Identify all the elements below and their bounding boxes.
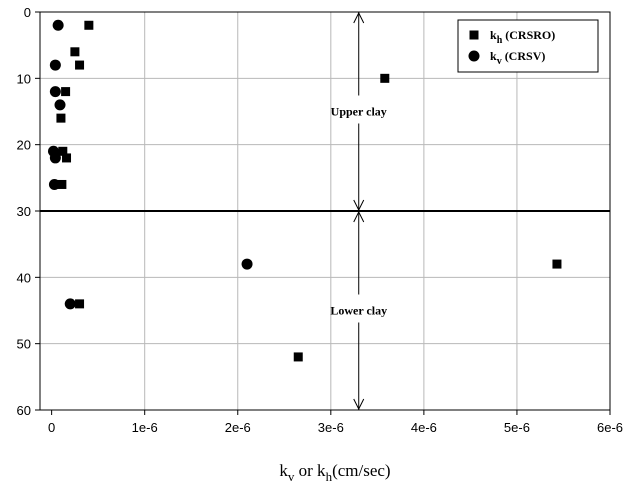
data-point-kh-crsro [62, 153, 72, 163]
x-tick-label: 6e-6 [597, 420, 623, 435]
y-tick-label: 20 [17, 138, 31, 153]
arrow-head [353, 199, 365, 212]
data-point-kh-crsro [61, 87, 71, 97]
data-point-kh-crsro [293, 352, 303, 362]
legend-label-rest: (CRSRO) [502, 28, 555, 42]
y-tick-label: 50 [17, 337, 31, 352]
x-axis-label-subscript-v: v [288, 469, 295, 484]
x-tick-label: 5e-6 [504, 420, 530, 435]
x-axis-label-unit: (cm/sec) [332, 461, 391, 480]
x-tick-label: 4e-6 [411, 420, 437, 435]
x-axis-label-or-k: or k [294, 461, 326, 480]
annotation-lower-clay: Lower clay [330, 210, 387, 411]
legend-label-subscript: v [497, 56, 502, 67]
data-point-kv-crsv [48, 178, 60, 190]
arrow-head [353, 11, 365, 24]
data-point-kh-crsro [84, 20, 94, 30]
y-tick-label: 30 [17, 204, 31, 219]
data-point-kh-crsro [56, 113, 66, 123]
legend-label-main: k [490, 28, 497, 42]
y-tick-label: 0 [24, 5, 31, 20]
data-point-kv-crsv [52, 19, 64, 31]
x-tick-label: 1e-6 [132, 420, 158, 435]
x-tick-label: 0 [48, 420, 55, 435]
data-point-kv-crsv [64, 298, 76, 310]
x-tick-label: 3e-6 [318, 420, 344, 435]
data-point-kv-crsv [49, 86, 61, 98]
marks-layer [47, 19, 562, 362]
legend-label-subscript: h [497, 35, 503, 46]
data-point-kh-crsro [380, 73, 390, 83]
annotation-layer: Upper clay Lower clay [40, 11, 610, 411]
annotation-upper-clay: Upper clay [331, 11, 387, 212]
data-point-kv-crsv [49, 152, 61, 164]
data-point-kh-crsro [58, 146, 68, 156]
legend-marker-square [469, 30, 479, 40]
annotation-label: Lower clay [330, 304, 387, 318]
x-axis-label-subscript-h: h [326, 469, 333, 484]
legend-label: kh (CRSRO) [490, 28, 555, 46]
x-axis-label-k: k [279, 461, 288, 480]
x-tick-label: 2e-6 [225, 420, 251, 435]
legend-marker-circle [468, 50, 480, 62]
y-tick-label: 10 [17, 71, 31, 86]
legend-label-rest: (CRSV) [502, 49, 546, 63]
legend: kh (CRSRO)kv (CRSV) [457, 19, 599, 73]
label-layer: kv or kh(cm/sec) [279, 461, 390, 484]
legend-label-main: k [490, 49, 497, 63]
y-tick-label: 60 [17, 403, 31, 418]
legend-label: kv (CRSV) [490, 49, 545, 67]
arrow-head [353, 210, 365, 223]
x-axis-label: kv or kh(cm/sec) [279, 461, 390, 484]
data-point-kv-crsv [241, 258, 253, 270]
annotation-label: Upper clay [331, 105, 387, 119]
legend-box [457, 19, 599, 73]
data-point-kh-crsro [75, 299, 85, 309]
arrow-head [353, 398, 365, 411]
data-point-kv-crsv [49, 59, 61, 71]
data-point-kh-crsro [70, 47, 80, 57]
data-point-kh-crsro [57, 179, 67, 189]
data-point-kh-crsro [552, 259, 562, 269]
data-point-kh-crsro [75, 60, 85, 70]
data-point-kv-crsv [54, 99, 66, 111]
y-tick-label: 40 [17, 270, 31, 285]
